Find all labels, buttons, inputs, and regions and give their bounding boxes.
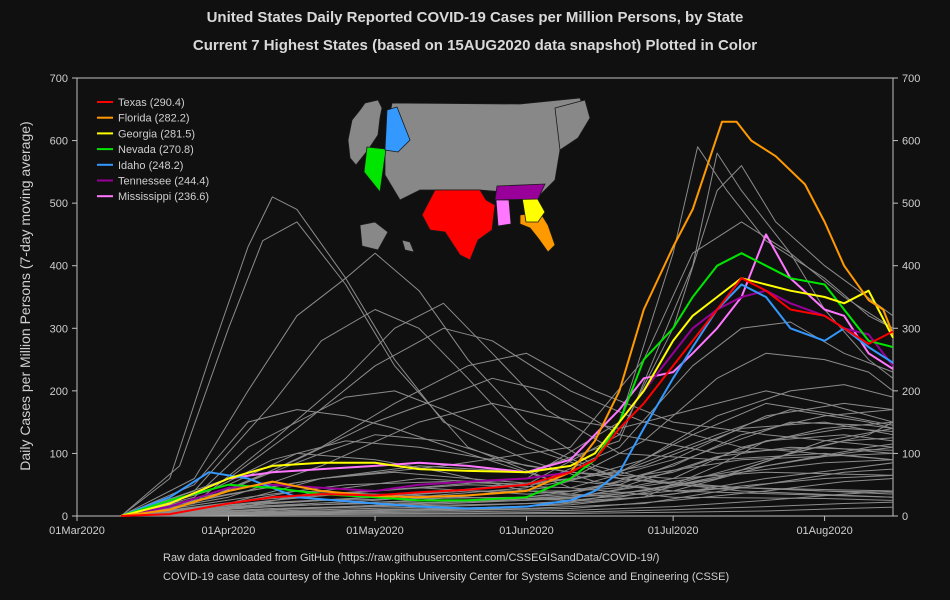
chart-subtitle: Current 7 Highest States (based on 15AUG… [192,37,758,54]
legend: Texas (290.4) Florida (282.2) Georgia (281… [97,97,209,203]
map-northeast [554,99,591,151]
map-idaho [384,106,411,153]
other-state-line [120,468,894,517]
series-line [120,233,894,517]
series-line [120,277,894,517]
other-state-line [120,402,894,517]
chart-title: United States Daily Reported COVID-19 Ca… [206,9,744,26]
legend-label: Texas (290.4) [118,97,185,109]
plot-area [76,77,894,517]
other-state-line [120,309,894,517]
highlighted-states-lines [120,120,894,517]
y-axis-right: 0 100 200 300 400 500 600 700 [893,73,920,523]
x-tick-label: 01Apr2020 [202,525,256,537]
y-axis-label: Daily Cases per Million Persons (7-day m… [17,121,33,470]
other-states-lines [120,146,894,517]
other-state-line [120,390,894,517]
y-tick-label: 500 [902,198,920,210]
y-tick-label: 200 [50,386,68,398]
footer-source: Raw data downloaded from GitHub (https:/… [163,552,660,564]
map-hawaii [401,239,415,253]
other-state-line [120,443,894,517]
y-tick-label: 200 [902,386,920,398]
other-state-line [120,302,894,517]
y-tick-label: 700 [902,73,920,85]
map-texas [421,189,496,261]
x-axis: 01Mar2020 01Apr2020 01May2020 01Jun2020 01Ju… [49,516,853,537]
us-map-inset [347,97,591,261]
x-tick-label: 01Jun2020 [499,525,553,537]
legend-label: Idaho (248.2) [118,160,183,172]
x-tick-label: 01Jul2020 [648,525,699,537]
other-state-line [120,474,894,517]
other-state-line [120,377,894,517]
series-line [120,283,894,517]
legend-label: Florida (282.2) [118,113,190,125]
other-state-line [120,390,894,517]
y-tick-label: 600 [902,136,920,148]
legend-label: Georgia (281.5) [118,128,195,140]
y-tick-label: 700 [50,73,68,85]
y-tick-label: 600 [50,136,68,148]
map-mississippi [495,199,512,227]
y-tick-label: 100 [50,448,68,460]
legend-label: Tennessee (244.4) [118,176,209,188]
series-line [120,277,894,517]
y-tick-label: 100 [902,448,920,460]
map-nevada [363,146,387,193]
map-alaska [359,221,389,251]
x-tick-label: 01Mar2020 [49,525,105,537]
y-tick-label: 300 [50,323,68,335]
y-tick-label: 300 [902,323,920,335]
y-tick-label: 0 [62,511,68,523]
y-axis-left: 0 100 200 300 400 500 600 700 [50,73,77,523]
y-tick-label: 500 [50,198,68,210]
other-state-line [120,421,894,517]
plot-border [76,77,894,517]
series-line [120,120,894,517]
y-tick-label: 400 [50,261,68,273]
footer-credit: COVID-19 case data courtesy of the Johns… [163,571,730,583]
map-west-coast [347,99,383,166]
y-tick-label: 400 [902,261,920,273]
other-state-line [120,352,894,517]
other-state-line [120,506,894,517]
x-tick-label: 01Aug2020 [796,525,852,537]
other-state-line [120,421,894,517]
other-state-line [120,501,894,517]
map-tennessee [494,183,546,201]
y-tick-label: 0 [902,511,908,523]
other-state-line [120,409,894,517]
legend-label: Nevada (270.8) [118,144,194,156]
legend-label: Mississippi (236.6) [118,191,209,203]
x-tick-label: 01May2020 [346,525,404,537]
other-state-line [120,446,894,517]
other-state-line [120,421,894,517]
